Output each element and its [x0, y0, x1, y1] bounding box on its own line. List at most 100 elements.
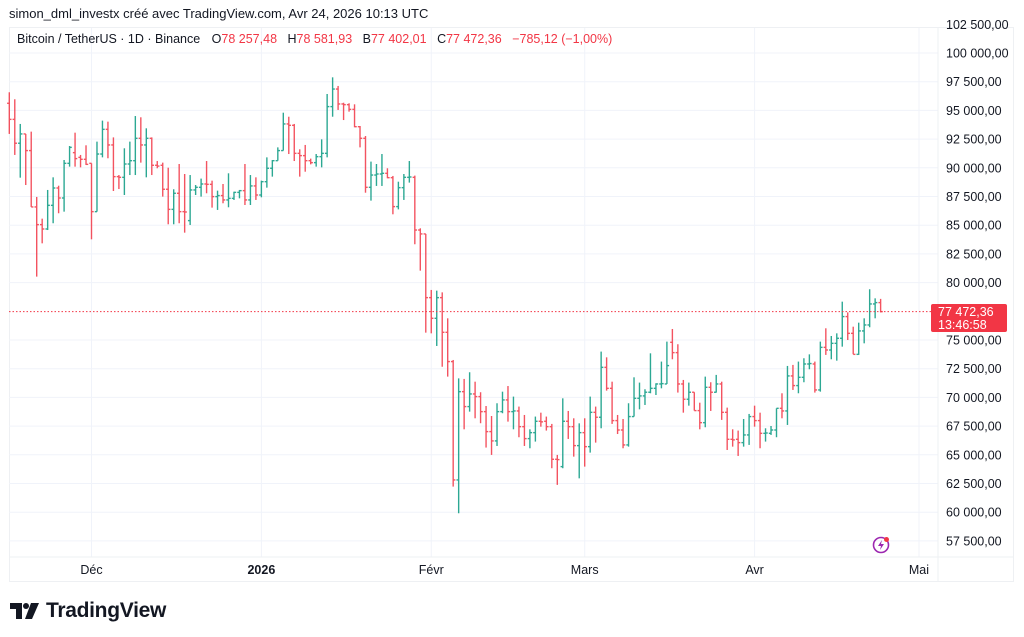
ohlc-bar	[29, 131, 34, 208]
ohlc-bar	[122, 148, 127, 196]
ohlc-bar	[105, 121, 111, 159]
ohlc-bar	[67, 145, 72, 167]
price-tick-label: 95 000,00	[946, 104, 1002, 118]
ohlc-bar	[741, 418, 746, 447]
ohlc-bar	[790, 364, 796, 390]
ohlc-bar	[735, 430, 741, 456]
price-tick-label: 65 000,00	[946, 448, 1002, 462]
chart-frame	[9, 27, 1014, 582]
ohlc-bar	[566, 410, 571, 439]
ohlc-bar	[785, 365, 790, 425]
ohlc-bar	[609, 381, 615, 424]
ohlc-bar	[598, 351, 604, 429]
ohlc-bar	[774, 407, 779, 438]
ohlc-bar	[39, 218, 45, 244]
ohlc-bar	[187, 175, 193, 225]
lightning-icon[interactable]	[871, 535, 891, 555]
ohlc-bar	[292, 123, 297, 162]
ohlc-bar	[544, 416, 549, 431]
ohlc-bar	[768, 425, 774, 435]
ohlc-bar	[418, 228, 423, 271]
price-tick-label: 57 500,00	[946, 534, 1002, 548]
ohlc-bar	[840, 301, 845, 347]
low-value: 77 402,01	[370, 32, 427, 46]
ohlc-bar	[198, 178, 204, 197]
time-tick-label: Mai	[909, 563, 929, 577]
ohlc-bar	[878, 298, 883, 313]
ohlc-bar	[50, 177, 56, 224]
ohlc-bar	[319, 139, 324, 168]
ohlc-bar	[560, 398, 565, 469]
time-tick-label: Mars	[571, 563, 599, 577]
symbol-name[interactable]: Bitcoin / TetherUS · 1D · Binance	[17, 32, 201, 46]
price-tick-label: 100 000,00	[946, 47, 1009, 61]
ohlc-bar	[390, 175, 396, 215]
ohlc-bar	[823, 328, 829, 355]
ohlc-bar	[511, 396, 516, 430]
price-tick-label: 92 500,00	[946, 133, 1002, 147]
ohlc-bar	[171, 189, 176, 225]
ohlc-bar	[160, 162, 165, 197]
ohlc-bar	[324, 93, 330, 158]
ohlc-bar	[341, 102, 346, 121]
ohlc-bar	[83, 145, 89, 166]
ohlc-bar	[757, 412, 763, 449]
ohlc-bar	[270, 159, 275, 177]
ohlc-bar	[176, 164, 182, 224]
price-tick-label: 62 500,00	[946, 477, 1002, 491]
ohlc-bar	[363, 136, 368, 193]
price-tick-label: 97 500,00	[946, 75, 1002, 89]
ohlc-bar	[303, 144, 308, 172]
ohlc-bar	[72, 132, 78, 167]
price-tick-label: 102 500,00	[946, 18, 1009, 32]
price-tick-label: 85 000,00	[946, 219, 1002, 233]
ohlc-bar	[281, 112, 286, 152]
time-tick-label: Déc	[80, 563, 102, 577]
ohlc-bar	[61, 159, 67, 212]
ohlc-bar	[724, 407, 730, 450]
ohlc-bar	[450, 359, 456, 487]
ohlc-bar	[533, 416, 538, 442]
ohlc-bar	[379, 154, 385, 186]
ohlc-bar	[209, 180, 215, 208]
ohlc-bar	[133, 116, 138, 176]
ohlc-bar	[116, 175, 122, 190]
ohlc-bar	[346, 103, 352, 112]
ohlc-bar	[818, 341, 823, 392]
ohlc-bar	[845, 312, 850, 340]
ohlc-bar	[313, 154, 319, 167]
ohlc-bar	[472, 381, 478, 419]
last-price-value: 77 472,36	[938, 305, 994, 319]
ohlc-bar	[664, 341, 670, 385]
ohlc-bar	[593, 406, 598, 443]
ohlc-bar	[445, 318, 450, 377]
ohlc-bar	[253, 177, 259, 200]
ohlc-bar	[483, 406, 489, 448]
ohlc-bar	[801, 358, 807, 383]
bar-countdown: 13:46:58	[938, 318, 987, 332]
ohlc-bar	[215, 190, 220, 210]
ohlc-bar	[861, 318, 867, 344]
ohlc-bar	[779, 393, 785, 419]
ohlc-bar	[730, 429, 735, 447]
price-tick-label: 67 500,00	[946, 420, 1002, 434]
high-label: H	[287, 32, 297, 46]
open-value: 78 257,48	[221, 32, 278, 46]
ohlc-bar	[692, 391, 697, 412]
price-tick-label: 90 000,00	[946, 161, 1002, 175]
ohlc-bar	[587, 396, 593, 453]
ohlc-bar	[489, 415, 494, 455]
ohlc-bar	[746, 413, 752, 445]
time-tick-label: 2026	[247, 563, 275, 577]
ohlc-bar	[330, 77, 335, 117]
ohlc-bar	[527, 429, 533, 449]
ohlc-bar	[357, 126, 363, 148]
ohlc-bar	[12, 99, 17, 155]
ohlc-bar	[264, 157, 270, 188]
tradingview-logo[interactable]: TradingView	[10, 599, 166, 623]
ohlc-bar	[242, 164, 248, 205]
ohlc-bar	[697, 402, 702, 430]
ohlc-bar	[34, 196, 39, 277]
ohlc-bar	[440, 292, 445, 367]
